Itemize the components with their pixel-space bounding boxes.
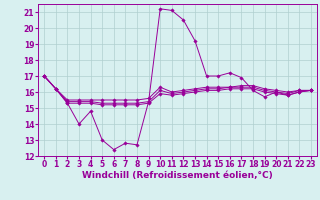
- X-axis label: Windchill (Refroidissement éolien,°C): Windchill (Refroidissement éolien,°C): [82, 171, 273, 180]
